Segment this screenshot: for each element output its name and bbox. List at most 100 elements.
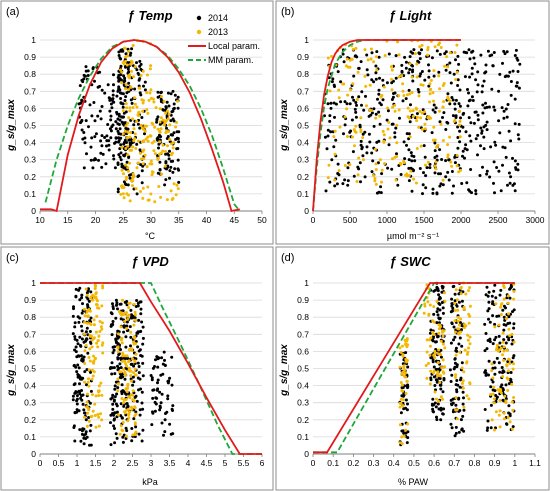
point-y2014: [106, 123, 110, 126]
point-y2014: [169, 92, 173, 96]
point-y2013: [134, 430, 138, 434]
point-y2014: [138, 413, 142, 417]
point-y2014: [121, 389, 125, 393]
point-y2014: [512, 182, 516, 186]
point-y2014: [470, 72, 474, 76]
point-y2013: [429, 78, 433, 82]
point-y2014: [326, 128, 330, 132]
point-y2014: [162, 433, 165, 437]
point-y2014: [123, 99, 127, 102]
point-y2014: [458, 129, 462, 133]
point-y2014: [451, 397, 455, 401]
point-y2013: [468, 381, 472, 385]
y-tick-label-c: 0.2: [24, 415, 36, 425]
point-y2014: [111, 305, 115, 308]
point-y2014: [155, 396, 159, 400]
point-y2013: [432, 305, 436, 309]
point-y2014: [447, 158, 451, 162]
y-axis-label-c: g_s/g_max: [6, 344, 17, 397]
point-y2013: [122, 401, 125, 405]
point-y2014: [401, 394, 405, 398]
point-y2013: [137, 111, 140, 115]
point-y2014: [80, 293, 84, 297]
point-y2014: [509, 93, 513, 97]
point-y2013: [129, 131, 133, 134]
point-y2013: [152, 149, 156, 153]
point-y2013: [94, 425, 98, 429]
point-y2013: [127, 301, 131, 305]
point-y2014: [500, 106, 504, 110]
point-y2014: [504, 306, 507, 310]
point-y2014: [123, 76, 127, 80]
point-y2013: [403, 338, 407, 342]
point-y2014: [360, 147, 364, 151]
y-tick-label-d: 0.8: [297, 312, 309, 322]
point-y2013: [98, 330, 102, 333]
point-y2013: [391, 157, 394, 161]
point-y2014: [116, 122, 120, 126]
point-y2014: [177, 140, 181, 144]
point-y2014: [488, 175, 492, 179]
point-y2013: [96, 413, 100, 416]
x-tick-label-d: 1: [512, 458, 517, 468]
point-y2014: [505, 115, 509, 119]
point-y2014: [108, 109, 112, 113]
point-y2013: [164, 150, 167, 153]
point-y2014: [377, 88, 381, 92]
point-y2013: [511, 408, 515, 412]
point-y2014: [438, 52, 442, 56]
point-y2013: [426, 46, 430, 49]
point-y2014: [97, 158, 100, 162]
point-y2014: [393, 135, 397, 139]
point-y2013: [406, 115, 410, 119]
point-y2014: [109, 421, 112, 425]
point-y2013: [142, 157, 146, 161]
point-y2014: [460, 182, 464, 185]
point-y2014: [164, 178, 168, 182]
point-y2014: [465, 148, 469, 152]
point-y2013: [413, 52, 417, 56]
point-y2014: [138, 91, 142, 95]
point-y2013: [133, 132, 137, 136]
point-y2014: [73, 335, 77, 339]
point-y2014: [440, 158, 444, 161]
point-y2014: [498, 341, 502, 345]
point-y2014: [82, 340, 86, 344]
point-y2013: [92, 323, 96, 327]
point-y2014: [498, 72, 502, 76]
point-y2014: [140, 320, 144, 324]
point-y2014: [92, 158, 96, 162]
point-y2014: [112, 348, 116, 352]
point-y2013: [381, 129, 385, 133]
point-y2014: [481, 103, 485, 107]
point-y2013: [453, 309, 457, 312]
point-y2013: [462, 305, 466, 309]
point-y2014: [137, 174, 141, 178]
point-y2014: [427, 75, 431, 79]
point-y2013: [403, 374, 406, 378]
point-y2013: [157, 185, 161, 188]
point-y2013: [436, 370, 440, 374]
point-y2013: [401, 404, 405, 408]
point-y2014: [80, 329, 84, 333]
point-y2014: [78, 335, 82, 339]
point-y2014: [513, 54, 517, 57]
point-y2014: [430, 131, 434, 135]
point-y2014: [516, 70, 520, 73]
point-y2014: [115, 436, 119, 440]
point-y2013: [159, 195, 163, 199]
point-y2013: [380, 94, 384, 97]
point-y2014: [142, 84, 145, 88]
point-y2013: [88, 359, 92, 363]
point-y2014: [407, 148, 411, 152]
point-y2014: [493, 389, 497, 393]
point-y2013: [428, 303, 432, 307]
point-y2013: [455, 298, 459, 302]
point-y2014: [163, 183, 167, 187]
point-y2013: [404, 428, 408, 432]
point-y2014: [506, 183, 509, 187]
point-y2013: [93, 283, 97, 287]
point-y2013: [428, 353, 432, 357]
point-y2014: [85, 326, 89, 330]
